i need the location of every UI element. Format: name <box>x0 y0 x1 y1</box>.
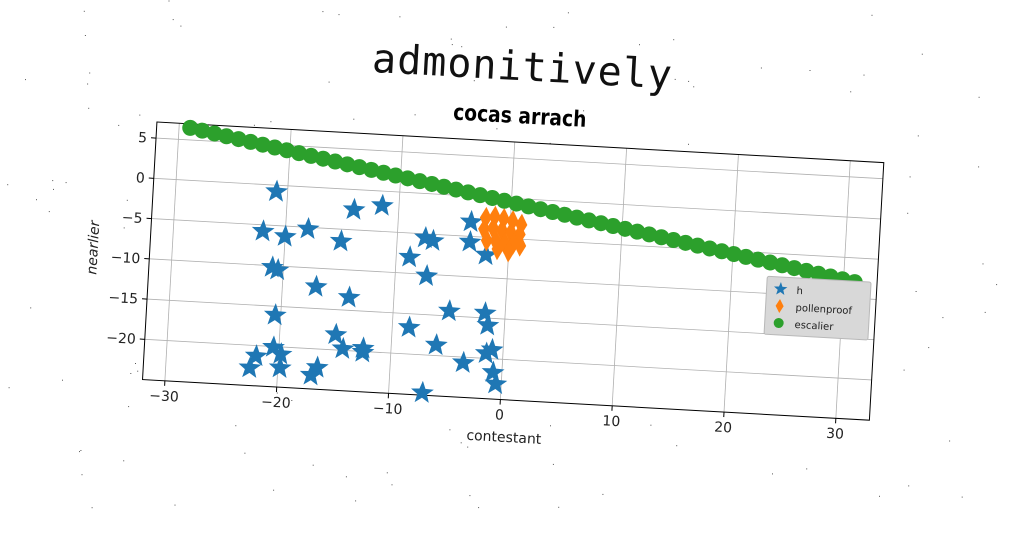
legend-label-h: h <box>796 286 803 297</box>
y-tick-label: 5 <box>138 130 148 146</box>
y-tick-label: −20 <box>106 330 136 348</box>
x-tick-label: −30 <box>149 388 179 406</box>
noise-speck <box>872 15 873 16</box>
x-tick-label: 0 <box>495 407 505 423</box>
x-axis-label: contestant <box>466 428 542 448</box>
noise-speck <box>92 507 93 508</box>
x-tick-label: −10 <box>372 400 402 418</box>
y-axis-label: nearlier <box>84 219 103 275</box>
x-tick-label: 30 <box>826 426 845 443</box>
x-tick-label: 10 <box>602 413 621 430</box>
x-tick-label: −20 <box>261 394 291 412</box>
legend-label-escalier: escalier <box>794 320 834 333</box>
y-tick-label: −15 <box>108 290 138 308</box>
y-tick-label: −5 <box>121 210 143 227</box>
y-tick-label: 0 <box>135 170 145 186</box>
y-tick-label: −10 <box>110 250 140 268</box>
noise-speck <box>175 505 176 506</box>
x-tick-label: 20 <box>714 420 733 437</box>
